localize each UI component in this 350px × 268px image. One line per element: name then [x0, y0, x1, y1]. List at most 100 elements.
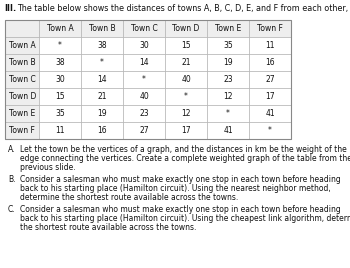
Bar — [207, 71, 249, 88]
Bar — [39, 122, 81, 139]
Bar — [5, 54, 39, 71]
Text: *: * — [142, 75, 146, 84]
Text: *: * — [268, 126, 272, 135]
Text: 35: 35 — [223, 41, 233, 50]
Text: 27: 27 — [265, 75, 275, 84]
Text: 30: 30 — [55, 75, 65, 84]
Text: *: * — [100, 58, 104, 67]
Text: 38: 38 — [97, 41, 107, 50]
Bar — [165, 105, 207, 122]
Bar — [5, 37, 39, 54]
Text: 40: 40 — [139, 92, 149, 101]
Bar — [5, 20, 39, 37]
Bar — [249, 20, 291, 37]
Bar — [39, 71, 81, 88]
Text: Town E: Town E — [9, 109, 35, 118]
Text: The table below shows the distances of towns A, B, C, D, E, and F from each othe: The table below shows the distances of t… — [17, 4, 350, 13]
Bar — [5, 122, 39, 139]
Bar — [81, 71, 123, 88]
Text: C.: C. — [8, 205, 16, 214]
Bar — [249, 71, 291, 88]
Text: 16: 16 — [265, 58, 275, 67]
Bar — [123, 88, 165, 105]
Text: 21: 21 — [97, 92, 107, 101]
Text: 16: 16 — [97, 126, 107, 135]
Text: *: * — [58, 41, 62, 50]
Text: Town B: Town B — [89, 24, 115, 33]
Text: Town B: Town B — [9, 58, 36, 67]
Bar — [39, 105, 81, 122]
Text: 19: 19 — [223, 58, 233, 67]
Bar — [165, 54, 207, 71]
Bar — [5, 20, 291, 139]
Bar — [165, 88, 207, 105]
Text: 15: 15 — [55, 92, 65, 101]
Text: Consider a salesman who must make exactly one stop in each town before heading: Consider a salesman who must make exactl… — [20, 205, 341, 214]
Bar — [81, 20, 123, 37]
Bar — [39, 54, 81, 71]
Text: 40: 40 — [181, 75, 191, 84]
Bar — [165, 71, 207, 88]
Text: Town D: Town D — [172, 24, 200, 33]
Text: 12: 12 — [223, 92, 233, 101]
Text: Town C: Town C — [131, 24, 158, 33]
Text: 11: 11 — [265, 41, 275, 50]
Text: 12: 12 — [181, 109, 191, 118]
Bar — [5, 88, 39, 105]
Text: 14: 14 — [97, 75, 107, 84]
Text: 27: 27 — [139, 126, 149, 135]
Text: back to his starting place (Hamilton circuit). Using the nearest neighbor method: back to his starting place (Hamilton cir… — [20, 184, 331, 193]
Text: Town D: Town D — [9, 92, 36, 101]
Text: Let the town be the vertices of a graph, and the distances in km be the weight o: Let the town be the vertices of a graph,… — [20, 145, 347, 154]
Text: 38: 38 — [55, 58, 65, 67]
Text: Town F: Town F — [9, 126, 35, 135]
Bar — [5, 105, 39, 122]
Bar — [39, 20, 81, 37]
Text: Town A: Town A — [9, 41, 36, 50]
Bar — [81, 37, 123, 54]
Bar — [81, 105, 123, 122]
Bar — [249, 88, 291, 105]
Bar — [39, 37, 81, 54]
Bar — [249, 54, 291, 71]
Text: 23: 23 — [223, 75, 233, 84]
Text: 35: 35 — [55, 109, 65, 118]
Text: back to his starting place (Hamilton circuit). Using the cheapest link algorithm: back to his starting place (Hamilton cir… — [20, 214, 350, 223]
Bar — [81, 122, 123, 139]
Text: Town E: Town E — [215, 24, 241, 33]
Bar — [249, 122, 291, 139]
Text: *: * — [184, 92, 188, 101]
Bar — [123, 54, 165, 71]
Bar — [165, 20, 207, 37]
Bar — [123, 71, 165, 88]
Text: Consider a salesman who must make exactly one stop in each town before heading: Consider a salesman who must make exactl… — [20, 175, 341, 184]
Text: 21: 21 — [181, 58, 191, 67]
Bar — [207, 105, 249, 122]
Text: B.: B. — [8, 175, 15, 184]
Text: 11: 11 — [55, 126, 65, 135]
Text: the shortest route available across the towns.: the shortest route available across the … — [20, 223, 196, 232]
Text: 17: 17 — [181, 126, 191, 135]
Text: 41: 41 — [265, 109, 275, 118]
Text: III.: III. — [4, 4, 16, 13]
Text: edge connecting the vertices. Create a complete weighted graph of the table from: edge connecting the vertices. Create a c… — [20, 154, 350, 163]
Bar — [5, 71, 39, 88]
Text: Town A: Town A — [47, 24, 74, 33]
Text: 41: 41 — [223, 126, 233, 135]
Bar — [81, 88, 123, 105]
Text: 30: 30 — [139, 41, 149, 50]
Bar — [165, 122, 207, 139]
Bar — [207, 37, 249, 54]
Bar — [249, 105, 291, 122]
Text: 17: 17 — [265, 92, 275, 101]
Text: 23: 23 — [139, 109, 149, 118]
Text: *: * — [226, 109, 230, 118]
Bar — [123, 122, 165, 139]
Bar — [123, 105, 165, 122]
Text: 15: 15 — [181, 41, 191, 50]
Bar — [207, 88, 249, 105]
Bar — [249, 37, 291, 54]
Text: A.: A. — [8, 145, 15, 154]
Text: previous slide.: previous slide. — [20, 163, 76, 172]
Bar — [123, 37, 165, 54]
